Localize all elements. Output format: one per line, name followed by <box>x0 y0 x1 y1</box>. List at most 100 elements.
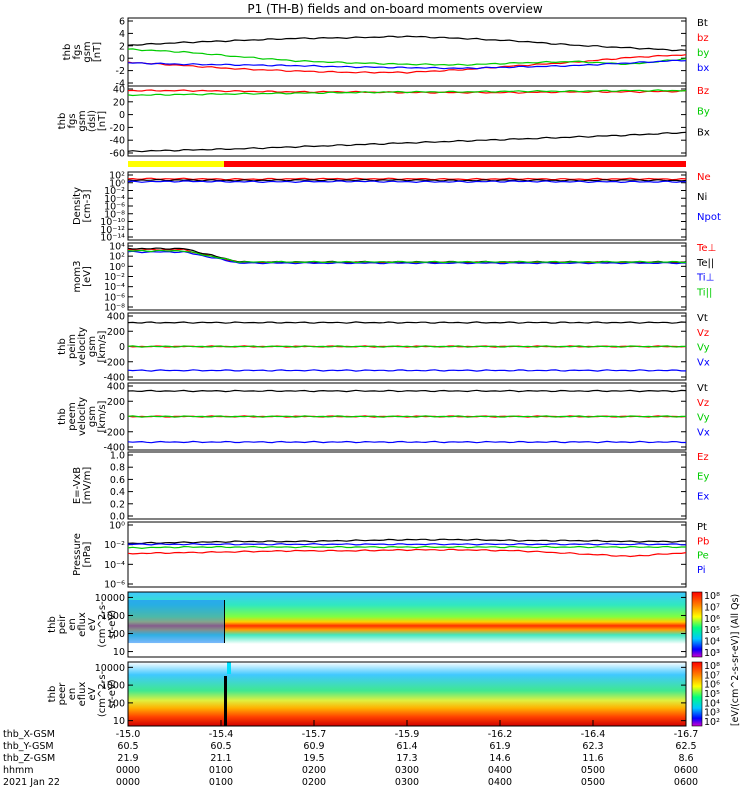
y-tick-label: 0.2 <box>110 499 125 510</box>
ephemeris-value: 11.6 <box>582 753 603 764</box>
series-vy <box>127 345 686 348</box>
y-axis-label: sr-eV) <box>107 610 118 639</box>
ephemeris-row-label: hhmm <box>3 765 34 776</box>
y-axis-label: peem <box>67 402 78 430</box>
time-tick-label: 0300 <box>395 777 419 788</box>
y-tick-label: 10⁻² <box>104 540 125 551</box>
legend-vy: Vy <box>697 413 710 424</box>
y-tick-label: 10⁻¹² <box>100 225 125 236</box>
legend-vt: Vt <box>697 313 708 324</box>
colorbar-tick: 10⁷ <box>704 670 720 681</box>
y-axis-label: [eV] <box>82 266 93 287</box>
y-tick-label: 10⁰ <box>109 178 125 189</box>
legend-pb: Pb <box>697 536 709 547</box>
y-tick-label: 10⁻⁸ <box>104 209 125 220</box>
time-tick-label: 0600 <box>674 777 698 788</box>
y-axis-label: eflux <box>77 612 88 637</box>
legend-ti: Ti|| <box>696 287 712 298</box>
ephemeris-value: 19.5 <box>303 753 324 764</box>
y-tick-label: -400 <box>103 373 125 384</box>
time-tick-label: 0100 <box>209 777 233 788</box>
panel-frame <box>127 17 687 87</box>
mode-bar-slow <box>128 161 224 167</box>
y-tick-label: -200 <box>103 427 125 438</box>
ephemeris-value: 60.9 <box>303 741 324 752</box>
ephemeris-value: 14.6 <box>489 753 510 764</box>
legend-by: by <box>697 48 709 59</box>
y-tick-label: 10⁻⁶ <box>104 580 125 591</box>
y-axis-label: peer <box>57 682 68 706</box>
y-tick-label: 20 <box>113 97 125 108</box>
y-tick-label: 10⁻⁴ <box>104 194 125 205</box>
y-tick-label: 10⁰ <box>109 521 125 532</box>
legend-vz: Vz <box>697 328 709 339</box>
y-axis-label: mom3 <box>72 261 83 293</box>
y-tick-label: 10 <box>113 647 125 658</box>
y-tick-label: 1000 <box>101 681 125 692</box>
y-axis-label: gsm <box>77 110 88 131</box>
ephemeris-row-label: thb_Z-GSM <box>3 753 55 764</box>
y-tick-label: 10⁻⁴ <box>104 282 125 293</box>
legend-npot: Npot <box>697 212 721 223</box>
legend-ni: Ni <box>697 192 707 203</box>
y-axis-label: [nT] <box>92 42 103 62</box>
y-axis-label: peim <box>67 334 78 359</box>
colorbar-9 <box>691 591 703 658</box>
y-tick-label: -20 <box>109 123 125 134</box>
y-axis-label: Density <box>72 187 83 225</box>
series-vt <box>127 389 687 393</box>
panel-6: 400 200 0 -200 -400 thb peem velocity gsm [km/s] V… <box>57 382 710 454</box>
y-tick-label: 1.0 <box>110 451 125 462</box>
ephemeris-value: 21.9 <box>117 753 138 764</box>
y-tick-label: 10⁻⁸ <box>104 303 125 314</box>
legend-vx: Vx <box>697 427 710 438</box>
spectrogram-electron <box>128 662 686 726</box>
legend-te: Te⊥ <box>696 243 716 254</box>
ephemeris-value: 61.4 <box>396 741 417 752</box>
ephemeris-value: 62.3 <box>582 741 603 752</box>
y-tick-label: 0.8 <box>110 463 125 474</box>
y-axis-label: [km/s] <box>97 330 108 362</box>
series-by <box>127 48 687 66</box>
y-axis-label: thb <box>62 44 73 61</box>
y-axis-label: (dsl) <box>87 110 98 132</box>
series-ne <box>127 177 687 181</box>
panel-1: 642 0-2 -4 thb fgs gsm [nT] Bt bz by bx <box>62 17 709 90</box>
colorbar-tick: 10³ <box>704 648 720 659</box>
series-bt <box>127 35 687 52</box>
legend-ex: Ex <box>697 491 709 502</box>
spectrogram-gap <box>224 676 227 726</box>
y-tick-label: 10⁻¹⁰ <box>100 217 125 228</box>
y-tick-label: 10000 <box>95 663 125 674</box>
y-tick-label: -200 <box>103 357 125 368</box>
spectrogram-early-block <box>128 600 224 643</box>
ephemeris-value: 0000 <box>116 765 140 776</box>
y-tick-label: 6 <box>119 17 125 28</box>
y-tick-label: 200 <box>107 327 125 338</box>
y-tick-label: 10⁻⁶ <box>104 292 125 303</box>
y-axis-label: E=-VxB <box>72 467 83 504</box>
y-tick-label: 4 <box>119 29 125 40</box>
y-axis-label: fgs <box>67 113 78 128</box>
colorbar-tick: 10⁶ <box>704 614 720 625</box>
y-axis-label: [km/s] <box>97 400 108 432</box>
y-axis-label: gsm <box>87 406 98 427</box>
legend-bz: bz <box>697 33 709 44</box>
ephemeris-value: -16.2 <box>488 729 513 740</box>
time-tick-label: 0500 <box>581 777 605 788</box>
panel-frame <box>127 85 687 157</box>
y-axis-label: sr-eV) <box>107 679 118 708</box>
colorbar-tick: 10⁴ <box>704 698 720 709</box>
ephemeris-row-label: thb_X-GSM <box>3 729 55 740</box>
date-label: 2021 Jan 22 <box>3 777 60 788</box>
y-axis-label: gsm <box>87 336 98 357</box>
legend-pt: Pt <box>697 522 707 533</box>
ephemeris-value: 0200 <box>302 765 326 776</box>
ephemeris-value: -16.7 <box>674 729 699 740</box>
ephemeris-value: 60.5 <box>117 741 138 752</box>
